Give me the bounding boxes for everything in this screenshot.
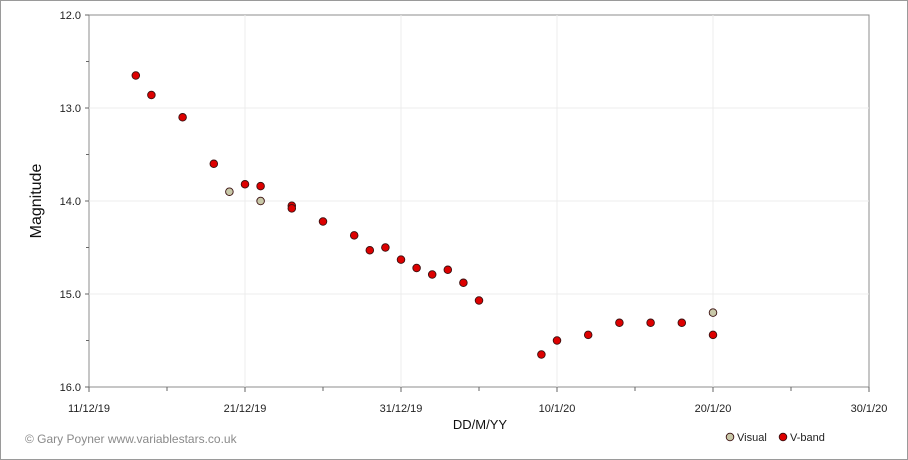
x-tick-label: 11/12/19: [68, 403, 110, 415]
y-tick-label: 13.0: [60, 103, 81, 115]
data-point-v-band: [474, 296, 484, 305]
legend-label: V-band: [790, 432, 825, 444]
y-tick-label: 14.0: [60, 196, 81, 208]
data-point-v-band: [147, 90, 156, 100]
legend-label: Visual: [737, 432, 767, 444]
y-tick-label: 15.0: [60, 289, 81, 301]
data-point-v-band: [365, 246, 375, 255]
data-point-v-band: [459, 278, 468, 288]
data-point-v-band: [646, 318, 655, 328]
data-point-v-band: [552, 336, 562, 345]
legend-marker: [725, 432, 735, 442]
data-points: [131, 71, 718, 359]
ticks: 11/12/19 21/12/19 31/12/19 10/1/20 20/1/20 30…: [60, 10, 888, 415]
data-point-v-band: [396, 255, 406, 264]
credit-text: © Gary Poyner www.variablestars.co.uk: [25, 432, 238, 446]
data-point-v-band: [708, 330, 718, 340]
x-tick-label: 31/12/19: [380, 403, 423, 415]
data-point-v-band: [412, 263, 421, 273]
data-point-v-band: [381, 243, 390, 252]
data-point-v-band: [615, 318, 624, 328]
x-tick-label: 20/1/20: [695, 403, 732, 415]
data-point-visual: [256, 196, 265, 206]
data-point-v-band: [209, 159, 219, 169]
data-point-v-band: [677, 318, 687, 328]
data-point-v-band: [443, 265, 453, 275]
data-point-visual: [225, 187, 234, 196]
legend-marker: [778, 432, 788, 442]
y-tick-label: 16.0: [60, 382, 81, 394]
legend: Visual V-band: [725, 432, 825, 444]
grid: [89, 15, 869, 387]
data-point-v-band: [537, 350, 546, 359]
data-point-v-band: [427, 270, 437, 279]
x-tick-label: 10/1/20: [539, 403, 576, 415]
data-point-v-band: [287, 204, 297, 213]
y-axis-title: Magnitude: [28, 164, 45, 239]
data-point-v-band: [256, 181, 265, 191]
data-point-visual: [708, 308, 718, 317]
x-tick-label: 30/1/20: [851, 403, 888, 415]
x-axis-title: DD/M/YY: [453, 417, 508, 432]
data-point-v-band: [318, 217, 328, 226]
x-tick-label: 21/12/19: [224, 403, 267, 415]
data-point-v-band: [349, 231, 359, 240]
data-point-v-band: [178, 113, 187, 122]
data-point-v-band: [583, 330, 593, 340]
y-tick-label: 12.0: [60, 10, 81, 22]
data-point-v-band: [131, 71, 141, 80]
data-point-v-band: [240, 180, 250, 189]
